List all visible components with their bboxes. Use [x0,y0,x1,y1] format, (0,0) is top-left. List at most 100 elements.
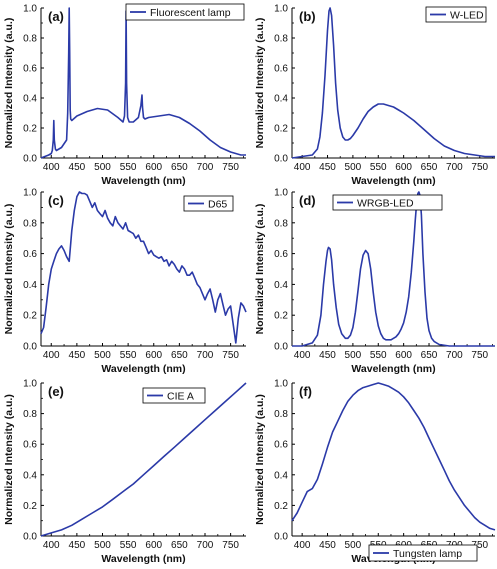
x-tick-label: 450 [69,350,86,361]
y-tick-label: 0.6 [23,440,37,451]
y-tick-label: 0.0 [274,342,288,353]
x-tick-label: 550 [120,162,137,173]
x-tick-label: 550 [370,162,387,173]
y-tick-label: 0.4 [23,94,37,105]
panel-label: (b) [299,9,316,24]
chart-panel-e: 400 450 500 550 600 650 700 750 0.0 0.2 0.4 0.6 0.8 1… [3,379,247,565]
x-tick-label: 400 [294,540,311,551]
x-tick-label: 750 [471,162,488,173]
legend-label: W-LED [450,10,484,22]
x-tick-label: 650 [421,350,438,361]
chart-panel-a: 400 450 500 550 600 650 700 750 0.0 0.2 0.4 0.6 0.8 1… [3,3,246,187]
legend: D65 [183,195,234,212]
x-tick-label: 700 [197,162,214,173]
legend: CIE A [142,387,206,404]
y-tick-label: 0.0 [23,532,37,543]
legend: WRGB-LED [332,194,443,211]
y-axis-title: Normalized Intensity (a.u.) [3,18,15,149]
legend-box [125,3,245,21]
x-tick-label: 450 [319,350,336,361]
x-tick-label: 600 [145,162,162,173]
y-axis-title: Normalized Intensity (a.u.) [254,394,266,525]
legend-box [332,194,443,211]
x-tick-label: 550 [120,350,137,361]
y-tick-label: 1.0 [274,379,288,390]
x-tick-label: 550 [120,540,137,551]
x-tick-label: 700 [446,162,463,173]
y-tick-label: 0.2 [23,501,37,512]
x-axis-title: Wavelength (nm) [101,175,185,187]
y-tick-label: 1.0 [23,4,37,15]
x-tick-label: 750 [222,350,239,361]
x-tick-label: 450 [319,540,336,551]
x-tick-label: 500 [345,350,362,361]
series-line-tungsten-lamp [291,382,496,531]
x-tick-label: 650 [421,162,438,173]
panel-label: (e) [48,384,64,399]
y-tick-label: 0.2 [274,124,288,135]
series-line-d65 [40,191,247,344]
x-tick-label: 400 [43,350,60,361]
y-tick-label: 0.8 [23,218,37,229]
x-tick-label: 750 [471,540,488,551]
y-tick-label: 0.6 [23,249,37,260]
legend-box [142,387,206,404]
x-tick-label: 400 [294,162,311,173]
y-axis-title: Normalized Intensity (a.u.) [254,204,266,335]
chart-panel-d: 400 450 500 550 600 650 700 750 0.0 0.2 0.4 0.6 0.8 1… [254,188,495,375]
y-tick-label: 1.0 [274,188,288,199]
x-tick-label: 450 [69,540,86,551]
x-tick-label: 500 [345,162,362,173]
x-tick-label: 500 [94,350,111,361]
panel-label: (c) [48,193,64,208]
legend-label: WRGB-LED [357,198,414,210]
x-tick-label: 500 [345,540,362,551]
y-tick-label: 0.4 [23,280,37,291]
x-axis-title: Wavelength (nm) [101,553,185,565]
x-tick-label: 500 [94,162,111,173]
y-tick-label: 0.8 [23,34,37,45]
y-tick-label: 0.0 [274,154,288,165]
x-tick-label: 400 [294,350,311,361]
y-tick-label: 0.8 [23,409,37,420]
y-tick-label: 1.0 [23,188,37,199]
y-tick-label: 0.2 [23,311,37,322]
x-tick-label: 700 [197,540,214,551]
chart-panel-b: 400 450 500 550 600 650 700 750 0.0 0.2 0.4 0.6 0.8 1… [254,4,495,187]
y-tick-label: 0.0 [23,342,37,353]
series-line-wrgb-led [292,191,495,347]
x-tick-label: 650 [171,350,188,361]
y-tick-label: 0.0 [274,532,288,543]
legend: W-LED [425,6,487,23]
x-tick-label: 450 [69,162,86,173]
y-tick-label: 0.4 [274,470,288,481]
y-tick-label: 0.8 [274,218,288,229]
legend-box [183,195,234,212]
y-tick-label: 0.2 [23,124,37,135]
legend-label: Tungsten lamp [393,548,462,560]
x-tick-label: 550 [370,350,387,361]
y-axis-title: Normalized Intensity (a.u.) [254,18,266,149]
x-axis-title: Wavelength (nm) [351,175,435,187]
legend-box [368,544,478,562]
series-line-cie-a [40,382,247,537]
y-tick-label: 1.0 [274,4,288,15]
y-tick-label: 0.0 [23,154,37,165]
series-line-w-led [291,7,495,159]
y-axis-title: Normalized Intensity (a.u.) [3,204,15,335]
legend-box [425,6,487,23]
y-tick-label: 0.8 [274,409,288,420]
y-tick-label: 0.6 [274,249,288,260]
x-tick-label: 600 [395,162,412,173]
panel-label: (f) [299,384,312,399]
x-tick-label: 600 [145,540,162,551]
chart-panel-f: 4004505005506006507007500.00.20.40.60.81… [254,379,496,565]
y-tick-label: 0.6 [274,64,288,75]
y-tick-label: 0.8 [274,34,288,45]
y-tick-label: 0.2 [274,311,288,322]
legend-label: D65 [208,199,227,211]
y-axis-title: Normalized Intensity (a.u.) [3,394,15,525]
x-tick-label: 700 [446,350,463,361]
y-tick-label: 0.4 [274,94,288,105]
x-tick-label: 400 [43,162,60,173]
